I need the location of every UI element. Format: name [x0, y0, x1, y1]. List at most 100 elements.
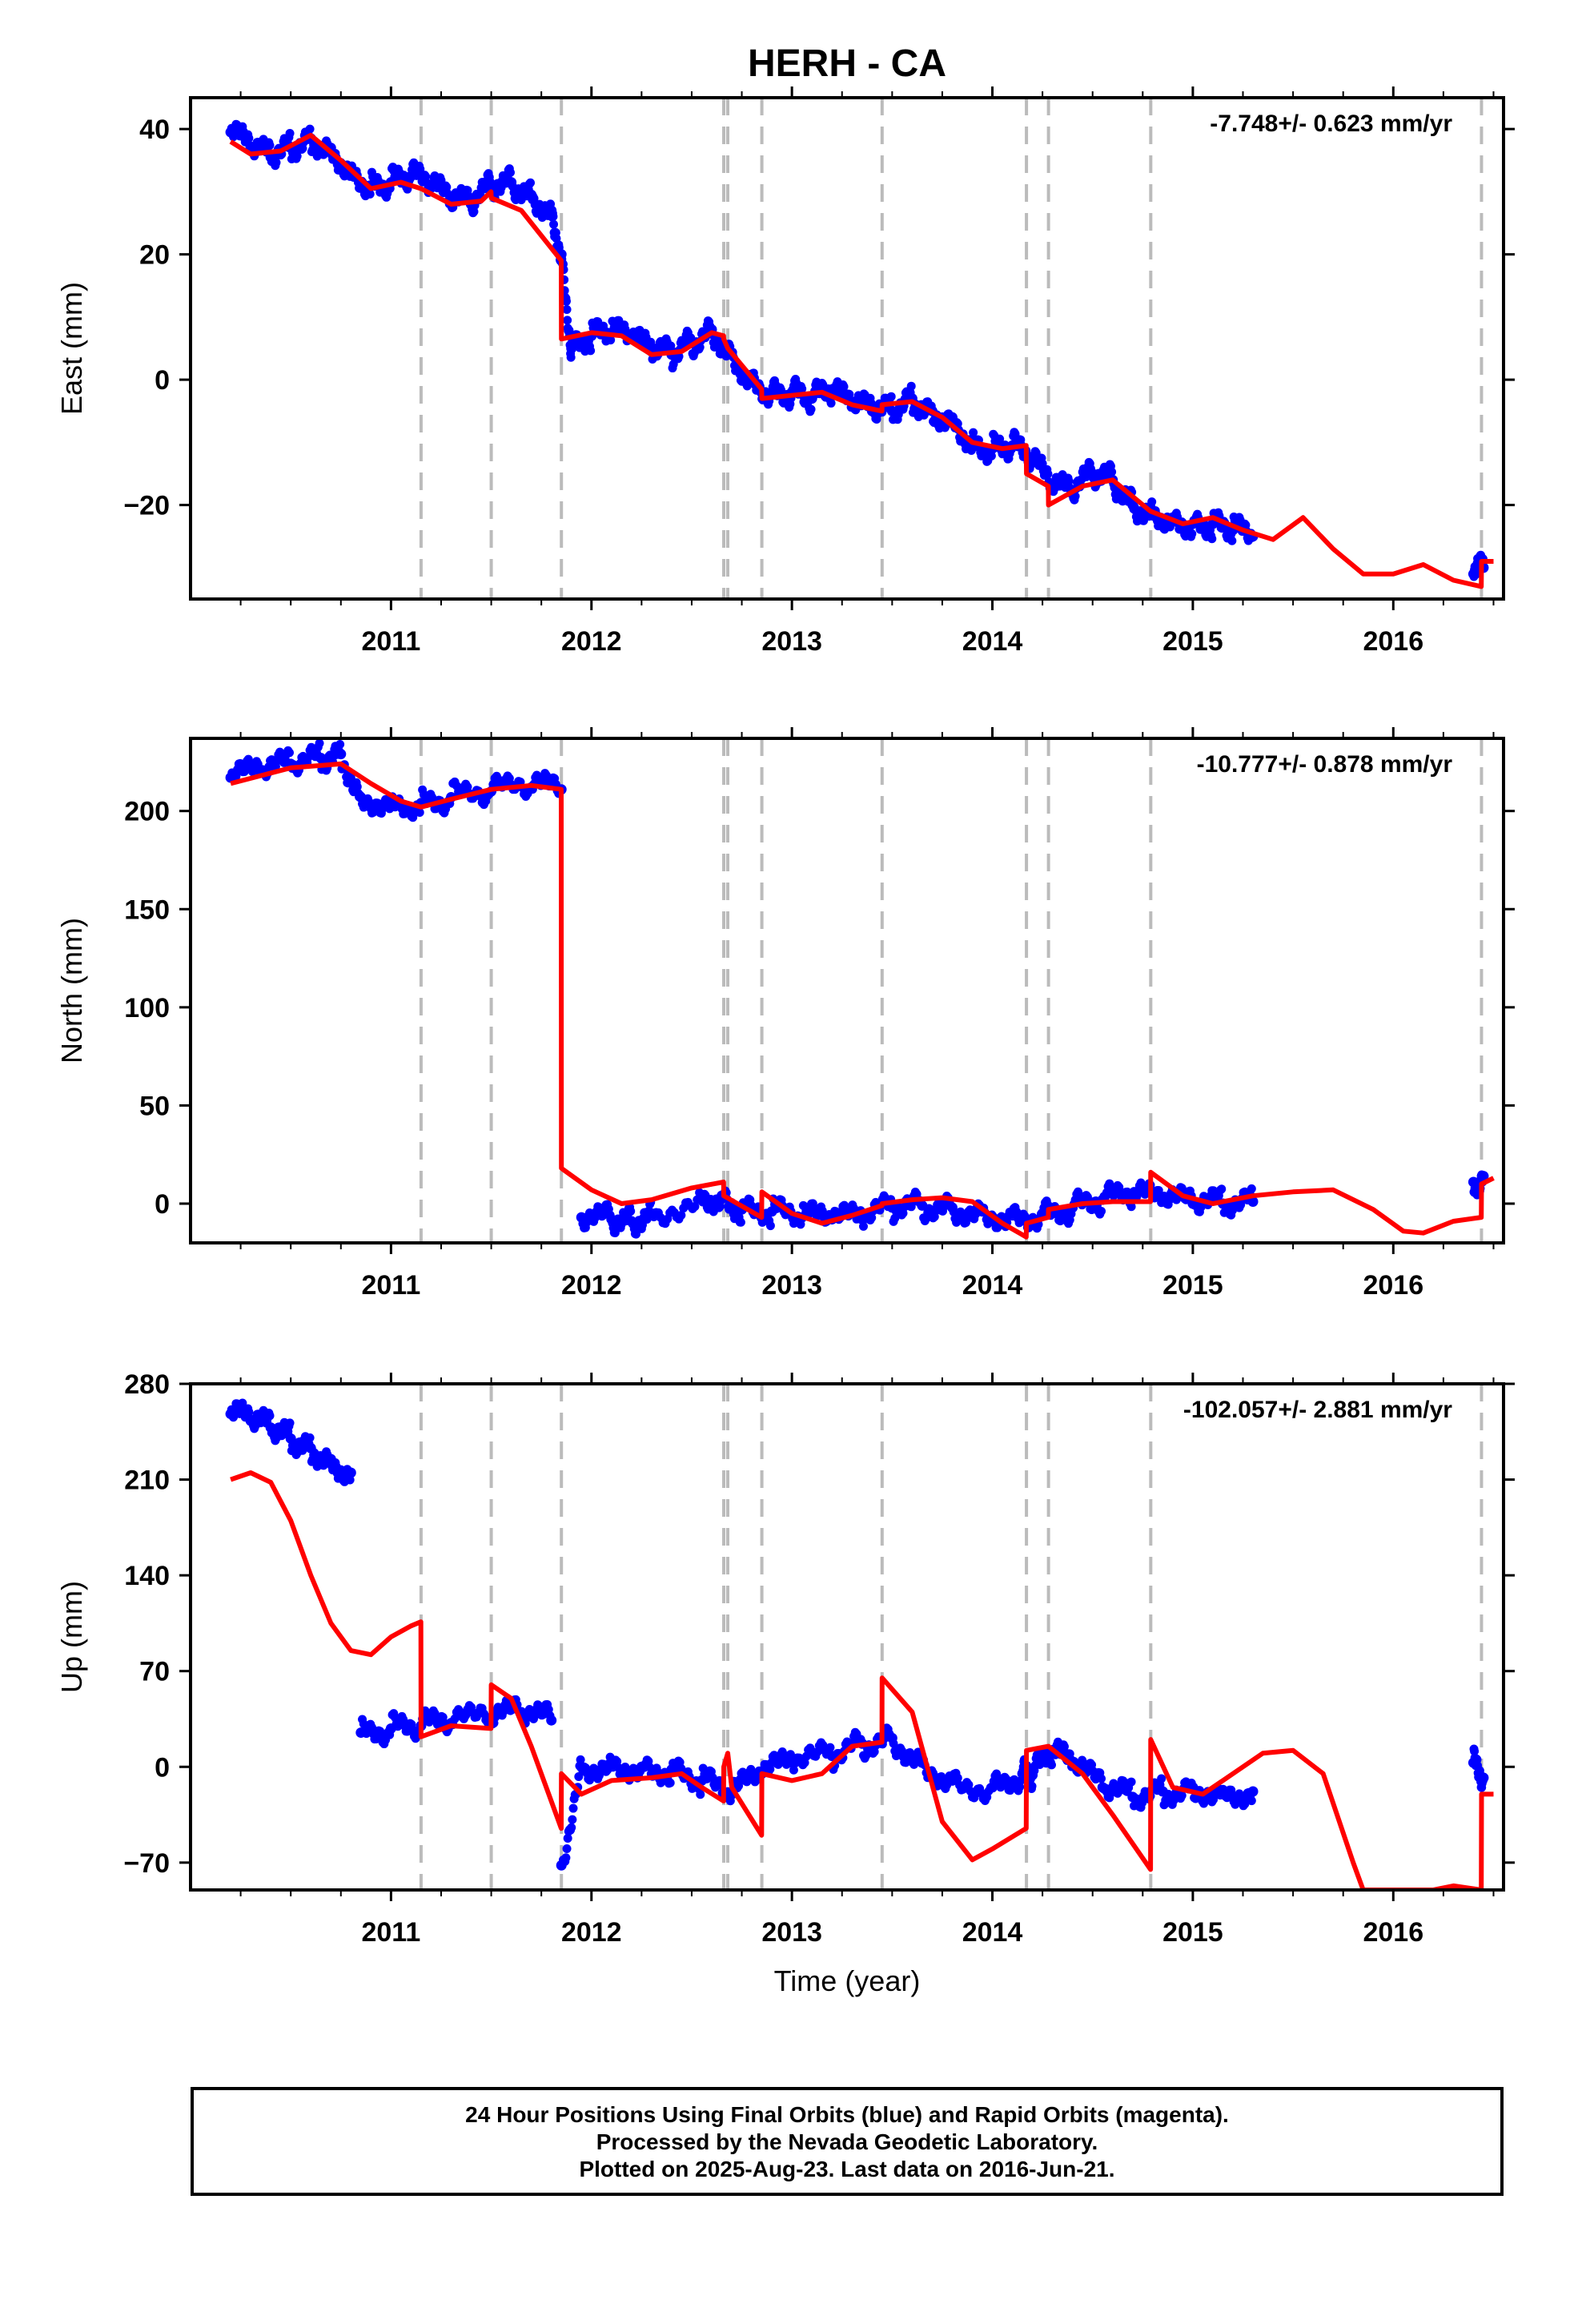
data-point — [796, 1220, 805, 1229]
y-tick-label: 280 — [124, 1369, 170, 1400]
data-point — [285, 129, 295, 139]
data-point — [335, 746, 344, 756]
data-point — [806, 404, 816, 414]
data-point — [677, 1211, 686, 1220]
data-point — [666, 341, 676, 351]
data-point — [305, 124, 315, 134]
y-tick-label: 40 — [139, 115, 170, 145]
x-tick-label: 2012 — [561, 1270, 622, 1301]
x-tick-label: 2016 — [1363, 1917, 1423, 1948]
data-point — [1217, 1184, 1227, 1194]
footer-line-3: Plotted on 2025-Aug-23. Last data on 201… — [579, 2157, 1115, 2181]
y-tick-label: 210 — [124, 1466, 170, 1496]
y-tick-label: 0 — [155, 1189, 170, 1220]
data-point — [765, 1221, 775, 1231]
x-tick-label: 2012 — [561, 626, 622, 657]
data-point — [856, 1735, 865, 1744]
data-point — [365, 189, 375, 199]
data-point — [345, 1475, 355, 1485]
data-point — [825, 1743, 835, 1752]
data-point — [1227, 536, 1237, 545]
y-tick-label: 20 — [139, 240, 170, 271]
y-tick-label: 50 — [139, 1091, 170, 1121]
model-fit-line — [230, 1470, 1494, 1890]
x-tick-label: 2015 — [1162, 1917, 1223, 1948]
data-point — [858, 1221, 868, 1231]
y-tick-label: 150 — [124, 895, 170, 925]
data-point — [696, 1790, 705, 1799]
data-point — [450, 1714, 460, 1723]
data-point — [789, 1765, 798, 1775]
y-tick-label: −70 — [123, 1848, 170, 1879]
x-axis-label: Time (year) — [774, 1964, 921, 1997]
x-tick-label: 2015 — [1162, 626, 1223, 657]
data-point — [586, 346, 596, 356]
data-point — [886, 1732, 896, 1742]
data-point — [285, 1418, 295, 1428]
data-point — [690, 1202, 700, 1212]
data-point — [1027, 1781, 1037, 1791]
data-point — [1186, 1779, 1196, 1788]
x-tick-label: 2012 — [561, 1917, 622, 1948]
data-point — [416, 164, 425, 174]
data-point — [1147, 497, 1157, 507]
panel-plot-area — [225, 119, 1494, 589]
data-point — [399, 1715, 408, 1724]
data-point — [1478, 1776, 1488, 1786]
x-tick-label: 2011 — [361, 1270, 420, 1301]
data-point — [505, 167, 515, 177]
data-point — [817, 1206, 827, 1216]
data-point — [265, 1411, 275, 1421]
data-point — [554, 243, 564, 252]
x-tick-label: 2015 — [1162, 1270, 1223, 1301]
panel-1: 200 150 100 50 0 2011 2012 2013 2014 2015 2016 Nort… — [55, 727, 1515, 1301]
data-point — [292, 151, 302, 161]
x-tick-label: 2013 — [761, 1270, 822, 1301]
data-point — [1038, 459, 1047, 468]
data-point — [563, 1833, 572, 1843]
data-point — [1470, 1747, 1480, 1756]
data-point — [563, 316, 572, 325]
data-point — [1126, 1202, 1136, 1212]
data-point — [549, 219, 559, 229]
velocity-rate-label: -10.777+/- 0.878 mm/yr — [1197, 751, 1453, 778]
data-point — [826, 398, 836, 408]
panel-frame — [189, 96, 1505, 601]
data-point — [566, 352, 576, 362]
data-point — [1064, 476, 1074, 486]
data-point — [576, 1755, 585, 1764]
data-point — [644, 1206, 653, 1216]
data-point — [1097, 1206, 1106, 1216]
data-point — [315, 738, 324, 748]
data-point — [1043, 469, 1053, 479]
data-point — [590, 1213, 600, 1223]
data-point — [244, 134, 254, 143]
chart-title: HERH - CA — [748, 42, 946, 85]
data-point — [1012, 1207, 1022, 1216]
y-axis-label: Up (mm) — [55, 1581, 88, 1693]
data-point — [886, 392, 896, 401]
data-point — [568, 1815, 577, 1824]
y-tick-label: 0 — [155, 1752, 170, 1783]
data-point — [568, 1803, 578, 1813]
data-point — [355, 790, 365, 800]
y-tick-label: 100 — [124, 993, 170, 1023]
data-point — [725, 1789, 734, 1799]
data-point — [335, 740, 345, 750]
velocity-rate-label: -7.748+/- 0.623 mm/yr — [1210, 111, 1452, 137]
panel-2: 280 210 140 70 0 −70 2011 2012 2013 2014 2015 2016 U… — [55, 1369, 1515, 1948]
footer-line-1: 24 Hour Positions Using Final Orbits (bl… — [465, 2102, 1229, 2127]
model-fit-line — [229, 132, 1494, 589]
data-point — [665, 1778, 675, 1787]
data-point — [485, 177, 495, 187]
data-point — [797, 384, 807, 394]
data-point — [385, 1730, 395, 1739]
data-point — [1016, 1775, 1026, 1785]
panel-frame — [189, 1382, 1505, 1892]
data-point — [725, 1796, 735, 1806]
data-point — [1207, 534, 1217, 544]
y-tick-label: 200 — [124, 797, 170, 827]
x-tick-label: 2011 — [361, 626, 420, 657]
